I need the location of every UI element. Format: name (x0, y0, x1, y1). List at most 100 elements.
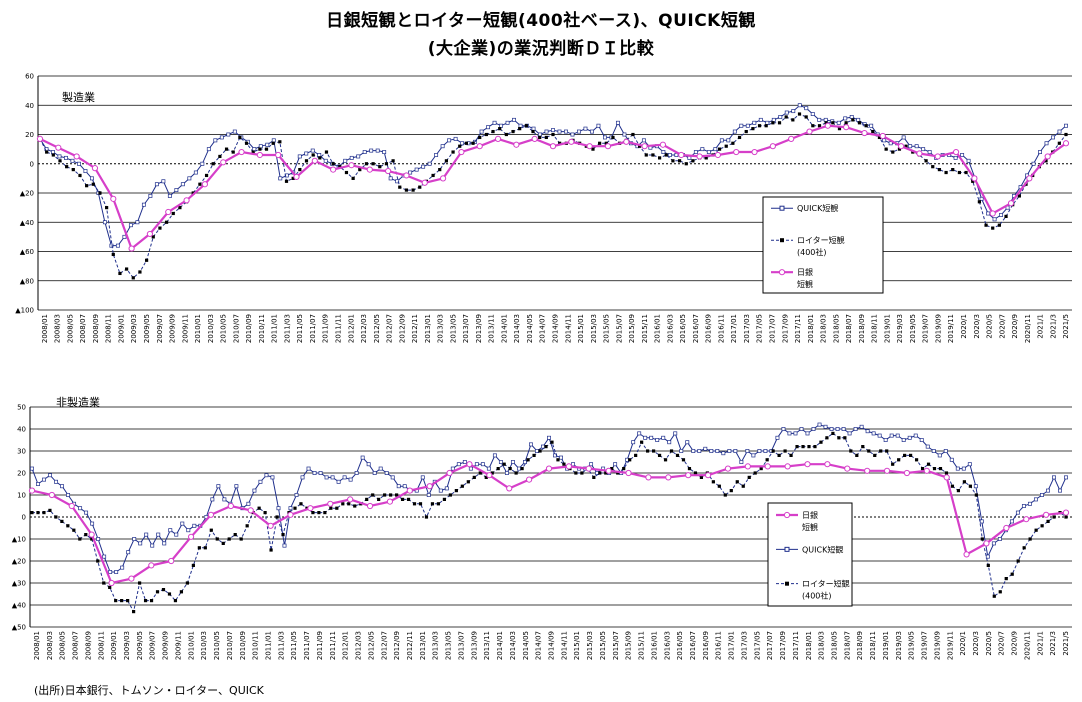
quick-point (719, 138, 724, 143)
quick-point (42, 477, 46, 482)
quick-point (703, 446, 708, 451)
reuters-point (771, 121, 775, 125)
quick-point (474, 462, 479, 467)
reuters-point (681, 458, 686, 462)
legend-box (762, 196, 884, 294)
y-tick-label: ▲20 (20, 190, 34, 198)
quick-point (162, 541, 167, 546)
reuters-point (879, 449, 883, 453)
quick-point (919, 438, 924, 442)
x-tick-label: 2020/1 (959, 631, 967, 656)
reuters-point (406, 497, 411, 501)
x-tick-label: 2008/03 (46, 631, 54, 660)
reuters-point (454, 489, 458, 493)
reuters-point (227, 537, 231, 541)
x-tick-label: 2009/07 (156, 314, 164, 343)
reuters-point (984, 223, 988, 227)
x-tick-label: 2009/07 (149, 631, 157, 660)
quick-point (758, 117, 763, 122)
quick-point (637, 431, 642, 436)
reuters-point (371, 162, 375, 166)
boj-point (110, 195, 117, 202)
reuters-point (471, 141, 475, 145)
reuters-point (191, 563, 195, 567)
quick-point (531, 126, 536, 131)
boj-point (476, 143, 483, 150)
boj-point (513, 141, 520, 148)
x-tick-label: 2012/09 (398, 314, 406, 343)
reuters-point (271, 141, 275, 145)
quick-point (51, 150, 55, 154)
quick-point (324, 475, 329, 480)
reuters-point (351, 176, 355, 180)
reuters-point (1010, 572, 1014, 576)
x-tick-label: 2016/03 (663, 631, 671, 660)
x-tick-label: 2008/09 (84, 631, 92, 660)
reuters-point (311, 153, 315, 157)
quick-point (907, 435, 912, 440)
reuters-point (891, 462, 895, 466)
reuters-point (484, 132, 488, 137)
x-tick-label: 2014/11 (560, 631, 568, 660)
y-tick-label: 40 (25, 102, 34, 110)
quick-point (498, 460, 503, 464)
boj-point (238, 148, 245, 156)
x-tick-label: 2017/11 (794, 314, 802, 343)
quick-point (679, 449, 684, 453)
reuters-point (502, 462, 506, 466)
reuters-point (855, 453, 859, 457)
reuters-point (957, 170, 962, 175)
reuters-point (198, 182, 202, 186)
x-tick-label: 2015/07 (612, 631, 620, 660)
x-tick-label: 2012/11 (411, 314, 419, 343)
reuters-point (498, 127, 502, 131)
reuters-point (644, 153, 648, 157)
x-tick-label: 2018/07 (843, 631, 851, 660)
x-tick-label: 2011/11 (334, 314, 342, 343)
x-tick-label: 2019/03 (896, 314, 904, 343)
quick-point (953, 155, 958, 160)
reuters-point (438, 168, 442, 172)
quick-point (447, 138, 452, 143)
quick-point (264, 473, 269, 478)
quick-point (757, 449, 762, 453)
y-tick-label: 20 (25, 131, 34, 139)
boj-point (952, 148, 960, 156)
quick-point (372, 471, 377, 475)
reuters-point (1046, 519, 1050, 523)
reuters-point (78, 173, 82, 178)
reuters-point (640, 440, 644, 444)
boj-point (531, 135, 538, 142)
quick-point (908, 144, 913, 149)
boj-point (108, 579, 115, 587)
quick-point (306, 466, 311, 471)
quick-point (271, 138, 276, 143)
reuters-point (1034, 528, 1038, 532)
reuters-point (329, 506, 333, 510)
quick-point (847, 431, 852, 436)
x-tick-label: 2014/01 (500, 314, 508, 343)
x-tick-label: 2010/07 (232, 314, 240, 343)
reuters-point (318, 156, 322, 160)
quick-point (414, 167, 419, 172)
reuters-point (72, 528, 76, 532)
quick-point (122, 234, 127, 239)
reuters-point (48, 508, 52, 512)
y-tick-label: ▲100 (15, 307, 34, 315)
quick-point (901, 135, 906, 140)
quick-point (1051, 135, 1055, 140)
x-tick-label: 2015/01 (577, 314, 585, 343)
reuters-point (364, 162, 369, 166)
quick-point (836, 120, 841, 125)
reuters-point (544, 135, 548, 140)
reuters-point (30, 511, 34, 515)
panel-label: 製造業 (62, 90, 95, 104)
reuters-point (304, 159, 309, 163)
quick-point (453, 136, 458, 141)
quick-point (219, 135, 224, 140)
reuters-point (687, 467, 692, 471)
boj-point (201, 181, 208, 188)
x-tick-label: 2012/03 (355, 631, 363, 660)
boj-point (733, 148, 740, 156)
reuters-point (974, 493, 978, 497)
